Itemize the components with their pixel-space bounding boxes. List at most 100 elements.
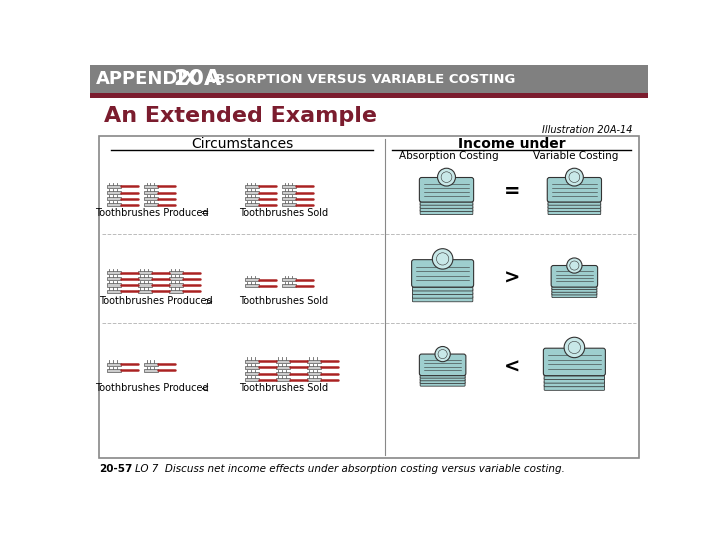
Bar <box>276 372 290 375</box>
FancyBboxPatch shape <box>413 278 473 284</box>
Circle shape <box>432 249 453 269</box>
Bar <box>144 369 158 372</box>
Bar <box>138 289 152 293</box>
Bar <box>245 378 259 381</box>
Circle shape <box>435 347 450 362</box>
Bar <box>245 372 259 375</box>
Text: Toothbrushes Sold: Toothbrushes Sold <box>239 208 328 218</box>
Bar <box>169 278 183 280</box>
Text: 20A: 20A <box>174 70 222 90</box>
FancyBboxPatch shape <box>413 282 473 287</box>
Text: Toothbrushes Produced: Toothbrushes Produced <box>95 383 209 393</box>
Text: Toothbrushes Produced: Toothbrushes Produced <box>95 208 209 218</box>
Circle shape <box>436 253 449 265</box>
FancyBboxPatch shape <box>544 367 605 372</box>
Bar <box>169 289 183 293</box>
FancyBboxPatch shape <box>420 374 465 378</box>
Bar <box>245 360 259 363</box>
Bar <box>138 278 152 280</box>
FancyBboxPatch shape <box>419 178 474 202</box>
Bar <box>144 185 158 188</box>
FancyBboxPatch shape <box>552 291 597 295</box>
Circle shape <box>569 172 580 183</box>
FancyBboxPatch shape <box>547 178 601 202</box>
FancyBboxPatch shape <box>420 197 473 202</box>
Text: An Extended Example: An Extended Example <box>104 106 377 126</box>
Text: Toothbrushes Produced: Toothbrushes Produced <box>99 296 212 306</box>
FancyBboxPatch shape <box>551 266 598 287</box>
Text: Circumstances: Circumstances <box>191 137 293 151</box>
Bar <box>144 191 158 194</box>
FancyBboxPatch shape <box>412 260 474 287</box>
Text: LO 7  Discuss net income effects under absorption costing versus variable costin: LO 7 Discuss net income effects under ab… <box>135 464 564 474</box>
FancyBboxPatch shape <box>420 366 465 370</box>
Bar <box>107 363 121 366</box>
FancyBboxPatch shape <box>552 277 597 281</box>
Bar <box>107 185 121 188</box>
Text: <: < <box>504 357 521 376</box>
FancyBboxPatch shape <box>420 360 465 364</box>
Bar <box>307 366 321 369</box>
Text: ABSORPTION VERSUS VARIABLE COSTING: ABSORPTION VERSUS VARIABLE COSTING <box>204 73 515 86</box>
FancyBboxPatch shape <box>420 379 465 383</box>
Bar <box>90 93 648 98</box>
FancyBboxPatch shape <box>420 200 473 205</box>
Bar <box>107 278 121 280</box>
FancyBboxPatch shape <box>544 370 605 376</box>
Bar <box>307 378 321 381</box>
FancyBboxPatch shape <box>544 359 605 365</box>
Text: Income under: Income under <box>458 137 565 151</box>
Bar <box>245 185 259 188</box>
FancyBboxPatch shape <box>420 210 473 214</box>
FancyBboxPatch shape <box>420 368 465 373</box>
Bar <box>107 369 121 372</box>
FancyBboxPatch shape <box>548 203 600 208</box>
FancyBboxPatch shape <box>552 282 597 287</box>
Text: =: = <box>201 208 209 218</box>
FancyBboxPatch shape <box>420 187 473 193</box>
Bar <box>276 378 290 381</box>
FancyBboxPatch shape <box>420 191 473 196</box>
Bar <box>107 191 121 194</box>
Bar <box>107 284 121 287</box>
FancyBboxPatch shape <box>413 285 473 291</box>
FancyBboxPatch shape <box>552 280 597 284</box>
Circle shape <box>564 338 585 357</box>
FancyBboxPatch shape <box>552 288 597 292</box>
FancyBboxPatch shape <box>544 356 605 361</box>
FancyBboxPatch shape <box>420 363 465 367</box>
Text: 20-57: 20-57 <box>99 464 132 474</box>
FancyBboxPatch shape <box>552 285 597 289</box>
FancyBboxPatch shape <box>420 381 465 386</box>
Bar <box>245 284 259 287</box>
Bar <box>138 271 152 274</box>
Bar <box>307 372 321 375</box>
Bar <box>282 284 296 287</box>
Bar <box>107 271 121 274</box>
FancyBboxPatch shape <box>548 184 600 190</box>
Bar <box>138 284 152 287</box>
Circle shape <box>441 172 452 183</box>
FancyBboxPatch shape <box>548 194 600 199</box>
FancyBboxPatch shape <box>544 374 605 380</box>
FancyBboxPatch shape <box>420 371 465 375</box>
Bar <box>282 204 296 206</box>
FancyBboxPatch shape <box>544 348 606 376</box>
Bar <box>276 366 290 369</box>
Bar <box>169 271 183 274</box>
FancyBboxPatch shape <box>544 377 605 383</box>
Circle shape <box>567 258 582 273</box>
FancyBboxPatch shape <box>548 197 600 202</box>
Bar <box>144 363 158 366</box>
FancyBboxPatch shape <box>548 200 600 205</box>
FancyBboxPatch shape <box>552 272 597 276</box>
FancyBboxPatch shape <box>420 184 473 190</box>
Circle shape <box>565 168 583 186</box>
Bar <box>144 204 158 206</box>
FancyBboxPatch shape <box>420 194 473 199</box>
FancyBboxPatch shape <box>420 206 473 212</box>
Circle shape <box>438 349 447 359</box>
Bar <box>282 185 296 188</box>
Text: =: = <box>504 183 521 201</box>
FancyBboxPatch shape <box>544 363 605 369</box>
